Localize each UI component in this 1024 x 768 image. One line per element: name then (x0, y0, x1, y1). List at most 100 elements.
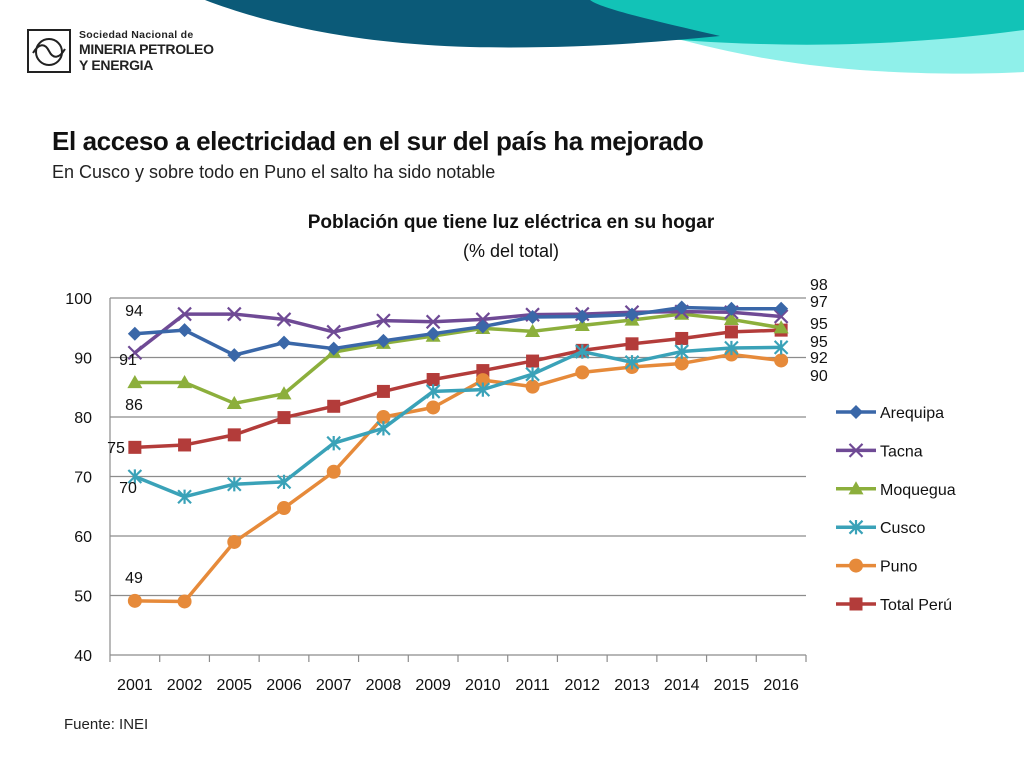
series-line (134, 352, 782, 604)
data-point (848, 443, 864, 458)
data-point (376, 421, 391, 436)
data-point (475, 373, 490, 388)
data-point (848, 519, 864, 535)
x-tick-label: 2015 (714, 677, 750, 694)
data-point (625, 307, 639, 322)
series-total-per (128, 323, 788, 454)
data-point (525, 366, 540, 382)
data-point (426, 373, 440, 387)
legend: Arequipa Tacna Moquegua Cusco Puno Total Perú (836, 405, 956, 614)
legend-label: Cusco (880, 520, 925, 537)
data-point (849, 597, 863, 611)
legend-item: Puno (836, 558, 917, 576)
x-tick-label: 2011 (515, 677, 550, 694)
annotation-start: 49 (125, 570, 143, 587)
grid-lines (110, 297, 806, 597)
data-point (128, 440, 142, 454)
data-point (326, 435, 341, 451)
data-point (177, 594, 192, 609)
data-point (525, 323, 541, 337)
data-point (575, 365, 590, 380)
data-point (326, 324, 341, 340)
annotation-start: 70 (119, 480, 137, 497)
data-point (774, 301, 789, 316)
annotation-start: 75 (107, 440, 125, 457)
legend-item: Moquegua (836, 481, 956, 499)
annotation-start: 86 (125, 397, 143, 414)
y-tick-label: 90 (74, 351, 92, 368)
x-tick-label: 2006 (266, 677, 302, 694)
data-point (326, 464, 341, 479)
data-point (724, 325, 738, 339)
data-point (425, 384, 441, 399)
x-tick-label: 2005 (216, 677, 252, 694)
x-tick-label: 2008 (366, 677, 402, 694)
data-point (773, 340, 789, 355)
logo-text-line3: Y ENERGIA (79, 57, 154, 73)
x-tick-label: 2014 (664, 677, 700, 694)
data-point (376, 410, 391, 424)
data-point (575, 344, 590, 359)
data-point (277, 501, 291, 516)
data-point (674, 356, 689, 371)
data-point (177, 306, 192, 322)
axes: 40 50 60 70 80 90 100 2001 2002 2005 2006 2007 2008 2… (65, 291, 807, 694)
data-point (773, 309, 789, 324)
data-point (127, 469, 143, 484)
data-point (227, 348, 242, 363)
y-tick-label: 60 (74, 529, 92, 546)
data-point (177, 489, 192, 505)
data-point (127, 326, 142, 341)
data-point (376, 384, 390, 398)
data-point (227, 306, 242, 322)
page-subtitle: En Cusco y sobre todo en Puno el salto h… (52, 162, 496, 182)
data-point (848, 481, 864, 495)
data-point (127, 593, 142, 608)
data-point (849, 405, 863, 419)
data-point (774, 353, 789, 368)
header-banner (205, 0, 1024, 74)
x-tick-label: 2010 (465, 677, 501, 694)
data-point (376, 313, 391, 328)
data-point (277, 411, 291, 425)
data-point (227, 428, 241, 442)
data-point (675, 331, 689, 345)
data-point (327, 399, 341, 413)
data-point (624, 354, 640, 370)
data-point (475, 312, 491, 327)
data-point (575, 309, 590, 324)
data-point (475, 382, 491, 397)
chart-title: Población que tiene luz eléctrica en su … (308, 212, 715, 233)
series-line (133, 309, 782, 355)
data-point (178, 438, 192, 452)
data-point (574, 317, 590, 331)
x-tick-label: 2009 (415, 677, 451, 694)
data-point (525, 310, 540, 325)
chart-subtitle: (% del total) (463, 241, 559, 261)
logo-text-line1: Sociedad Nacional de (79, 29, 194, 41)
annotation-end: 92 (810, 350, 828, 367)
data-point (177, 374, 193, 389)
x-tick-label: 2016 (763, 677, 799, 694)
data-point (326, 341, 341, 356)
data-point (227, 534, 242, 549)
series-cusco (127, 340, 789, 505)
y-tick-label: 50 (74, 589, 92, 606)
data-point (674, 344, 689, 359)
data-point (227, 476, 242, 492)
data-point (276, 474, 292, 490)
data-point (276, 386, 292, 400)
data-point (476, 364, 490, 378)
data-point (723, 311, 739, 326)
banner-dark-wave (205, 0, 720, 48)
annotation-end: 97 (810, 294, 828, 311)
series-line (134, 345, 782, 499)
x-tick-label: 2007 (316, 677, 352, 694)
legend-item: Cusco (836, 519, 925, 537)
data-point (475, 319, 490, 334)
data-point (277, 335, 291, 350)
data-point (276, 312, 292, 327)
x-tick-label: 2013 (614, 677, 650, 694)
